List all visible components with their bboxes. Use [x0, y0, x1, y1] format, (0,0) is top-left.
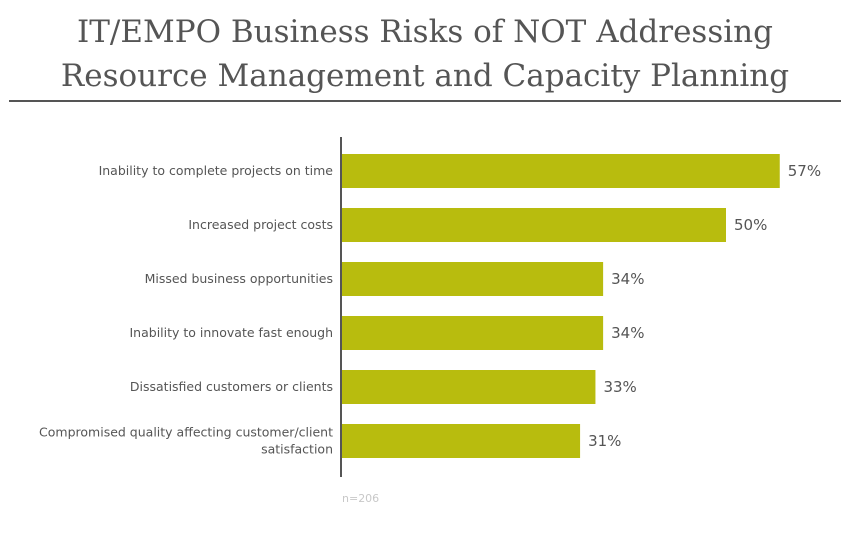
value-label-3: 34% — [611, 270, 644, 288]
chart-title: IT/EMPO Business Risks of NOT Addressing… — [0, 10, 850, 98]
sample-size-note: n=206 — [342, 492, 380, 505]
value-label-1: 57% — [788, 162, 821, 180]
category-label-2: Increased project costs — [188, 217, 333, 232]
value-label-4: 34% — [611, 324, 644, 342]
category-label-1: Inability to complete projects on time — [99, 163, 334, 178]
title-divider — [9, 100, 841, 102]
bar-2 — [342, 208, 726, 242]
value-label-2: 50% — [734, 216, 767, 234]
bar-6 — [342, 424, 581, 458]
bar-5 — [342, 370, 596, 404]
value-label-6: 31% — [588, 432, 621, 450]
value-label-5: 33% — [603, 378, 636, 396]
category-label-5: Dissatisfied customers or clients — [130, 379, 333, 394]
bar-1 — [342, 154, 780, 188]
category-label-6-line-1: Compromised quality affecting customer/c… — [39, 425, 333, 440]
category-label-6-line-2: satisfaction — [261, 442, 333, 457]
chart-title-line-1: IT/EMPO Business Risks of NOT Addressing — [77, 14, 773, 50]
bar-3 — [342, 262, 604, 296]
category-label-3: Missed business opportunities — [145, 271, 333, 286]
chart-title-line-2: Resource Management and Capacity Plannin… — [60, 58, 790, 94]
bar-4 — [342, 316, 604, 350]
category-label-4: Inability to innovate fast enough — [130, 325, 334, 340]
